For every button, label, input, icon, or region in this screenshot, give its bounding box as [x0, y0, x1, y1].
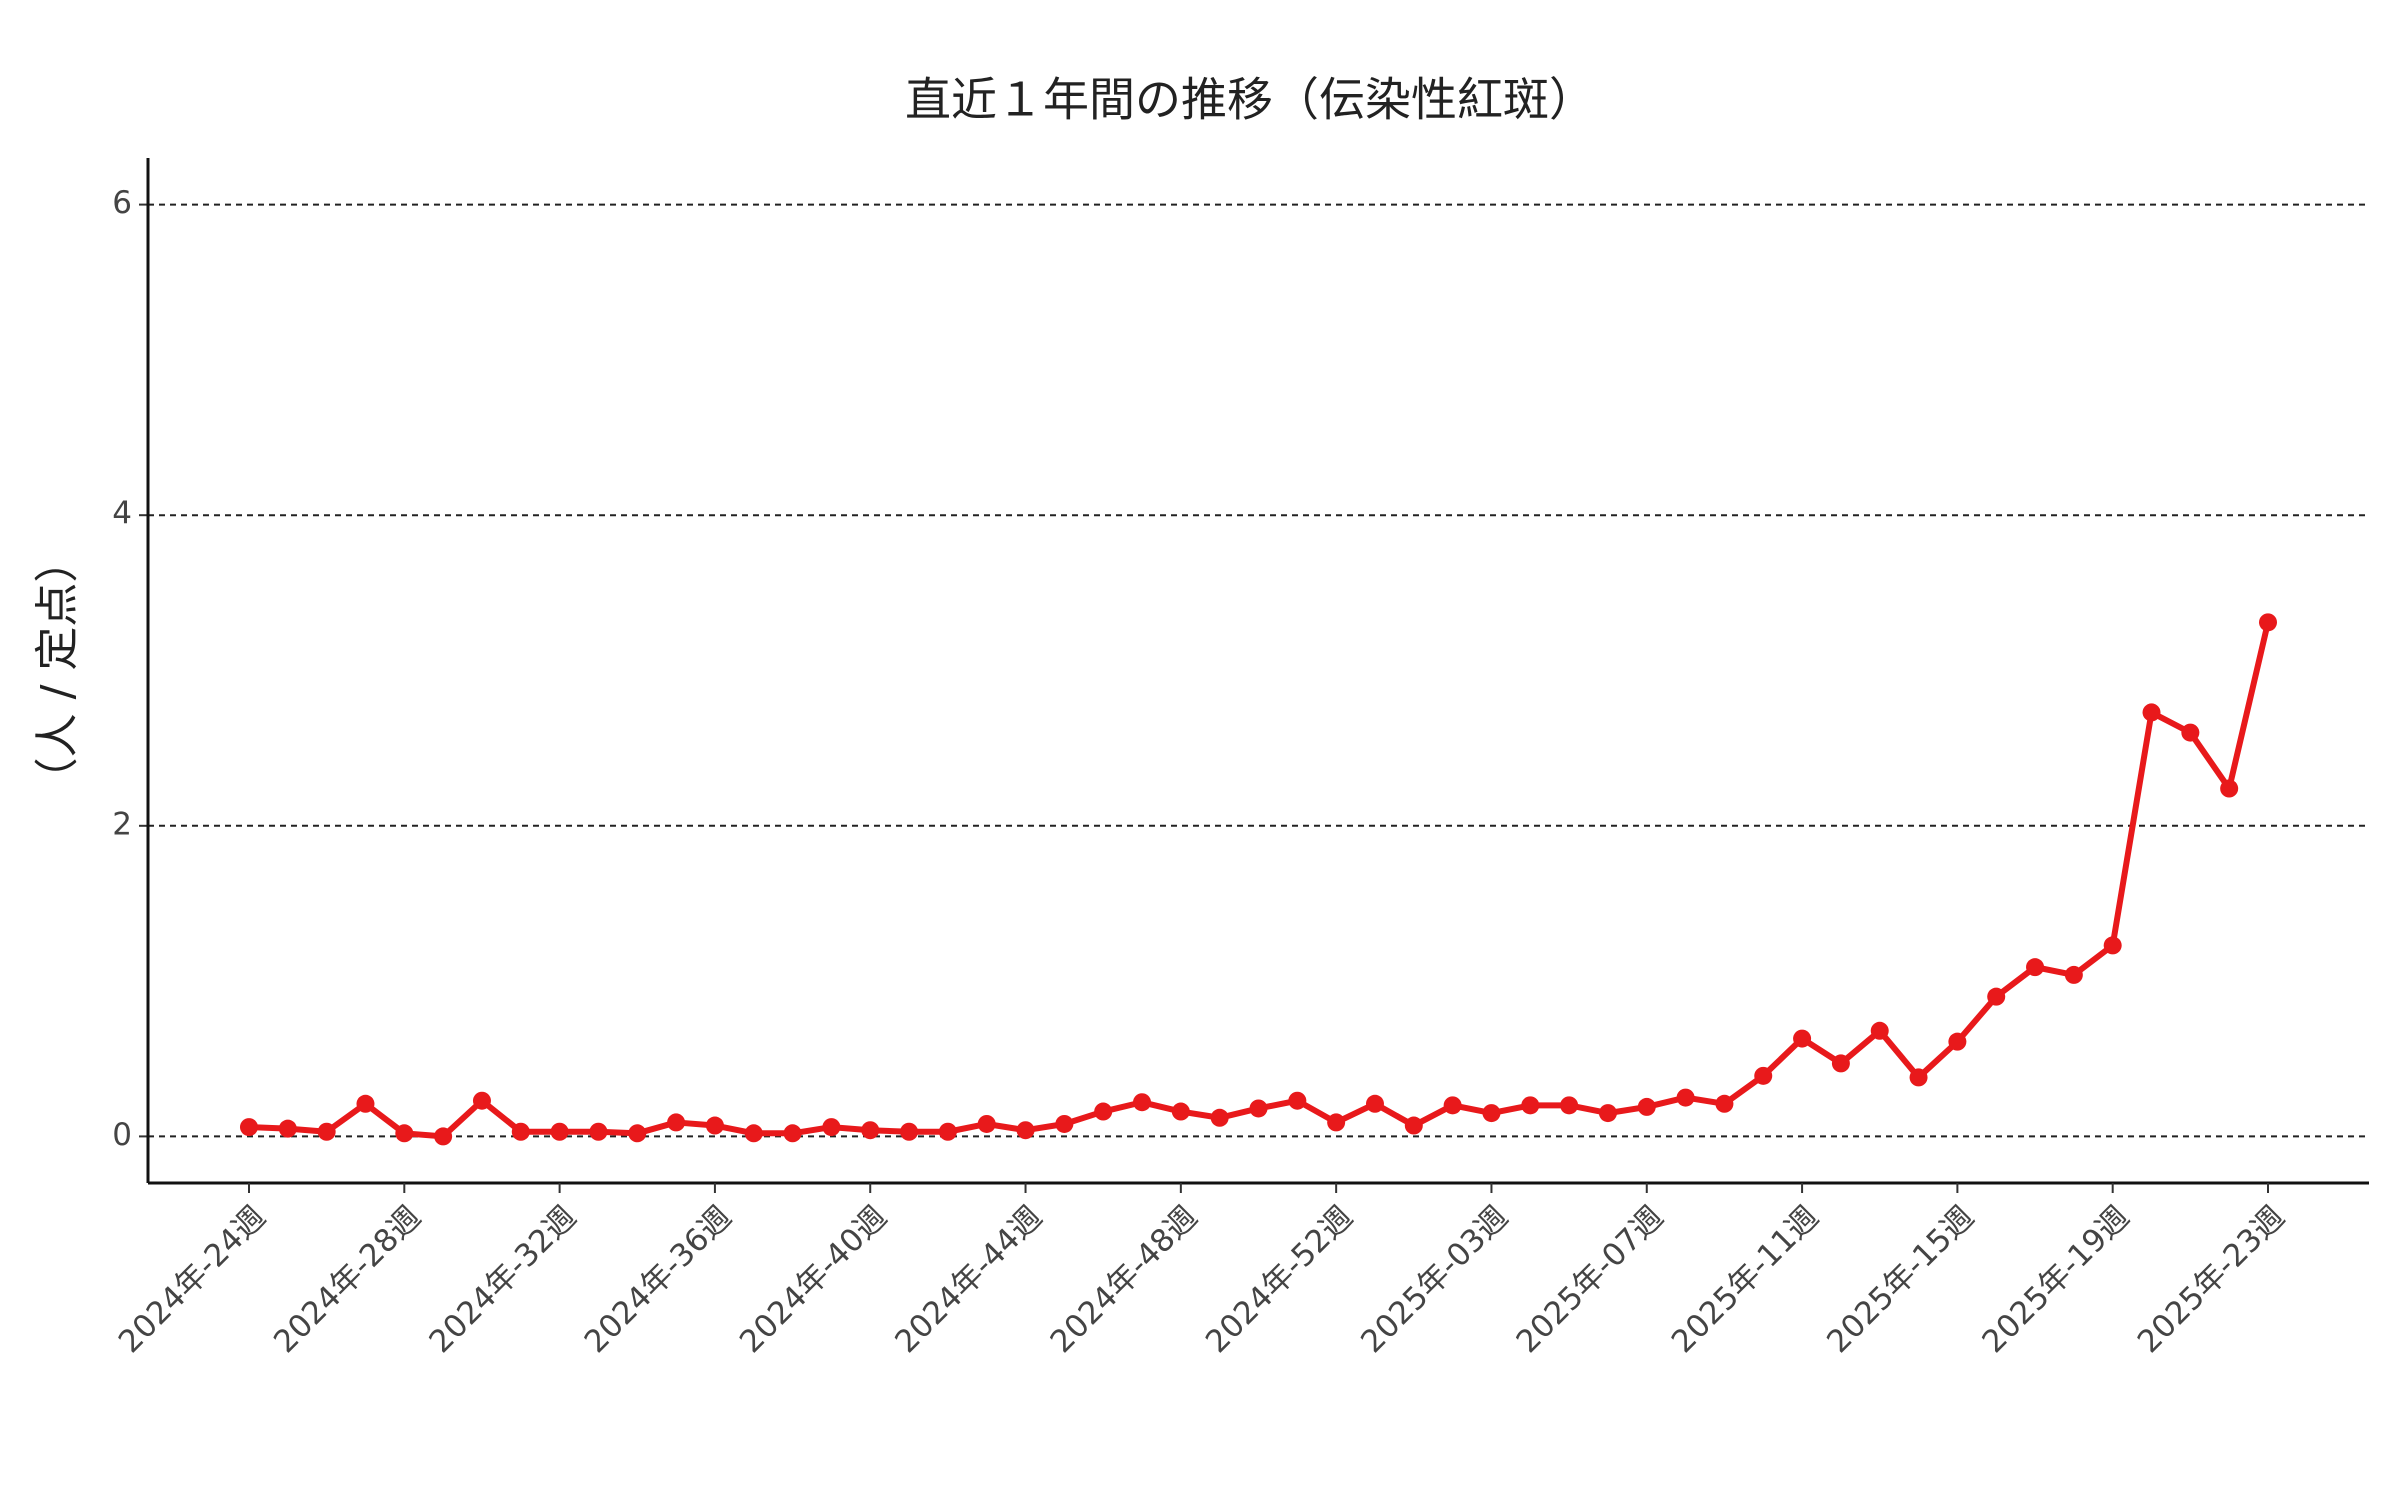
point — [240, 1118, 258, 1137]
point — [1443, 1096, 1462, 1115]
point — [1288, 1091, 1307, 1110]
y-tick-label: 0 — [112, 1117, 132, 1153]
point — [550, 1122, 569, 1141]
x-tick-label: 2025年-03週 — [1354, 1199, 1515, 1360]
point — [1016, 1121, 1035, 1140]
point — [511, 1122, 530, 1141]
point — [395, 1124, 414, 1143]
point — [900, 1122, 919, 1141]
point — [1327, 1113, 1346, 1132]
point — [628, 1124, 647, 1143]
x-tick-label: 2025年-07週 — [1510, 1199, 1671, 1360]
point — [1987, 987, 2006, 1006]
point — [1637, 1097, 1656, 1116]
x-tick-label: 2025年-15週 — [1820, 1199, 1981, 1360]
x-tick-label: 2024年-28週 — [267, 1199, 428, 1360]
point — [589, 1122, 608, 1141]
point — [1482, 1104, 1501, 1123]
y-tick-label: 4 — [112, 496, 132, 532]
point — [861, 1121, 880, 1140]
point — [1055, 1114, 1074, 1133]
point — [705, 1116, 724, 1135]
x-tick-label: 2024年-40週 — [733, 1199, 894, 1360]
x-tick-label: 2024年-48週 — [1044, 1199, 1205, 1360]
point — [1404, 1116, 1423, 1135]
point — [783, 1124, 802, 1143]
point — [278, 1119, 297, 1138]
x-tick-label: 2024年-52週 — [1199, 1199, 1360, 1360]
y-axis-title: （人 / 定点） — [32, 539, 83, 802]
x-tick-label: 2025年-11週 — [1665, 1199, 1826, 1360]
point — [1133, 1093, 1152, 1112]
point — [938, 1122, 957, 1141]
point — [1094, 1102, 1113, 1121]
point — [1171, 1102, 1190, 1121]
point — [2259, 613, 2277, 632]
point — [356, 1094, 375, 1113]
point — [1948, 1032, 1967, 1051]
point — [667, 1113, 686, 1132]
point — [434, 1127, 453, 1146]
point — [1715, 1094, 1734, 1113]
point — [1521, 1096, 1540, 1115]
point — [2103, 936, 2122, 955]
point — [744, 1124, 763, 1143]
point — [1831, 1054, 1850, 1073]
y-tick-label: 2 — [112, 806, 132, 842]
point — [822, 1118, 841, 1137]
point — [1210, 1108, 1229, 1127]
x-tick-label: 2025年-23週 — [2131, 1199, 2292, 1360]
chart-title: 直近１年間の推移（伝染性紅斑） — [905, 73, 1595, 127]
point — [1365, 1094, 1384, 1113]
point — [1676, 1088, 1695, 1107]
point — [977, 1114, 996, 1133]
point — [2142, 703, 2161, 722]
point — [1909, 1068, 1928, 1087]
point — [2181, 723, 2200, 742]
point — [1870, 1021, 1889, 1040]
x-tick-label: 2025年-19週 — [1975, 1199, 2136, 1360]
point — [2026, 958, 2045, 977]
point — [1249, 1099, 1268, 1118]
x-tick-label: 2024年-44週 — [888, 1199, 1049, 1360]
point — [2064, 965, 2083, 984]
line — [248, 621, 2271, 1140]
point — [472, 1091, 491, 1110]
y-tick-label: 6 — [112, 185, 132, 221]
x-tick-label: 2024年-24週 — [112, 1199, 273, 1360]
point — [1598, 1104, 1617, 1123]
point — [2220, 779, 2239, 798]
point — [1793, 1029, 1812, 1048]
x-tick-label: 2024年-36週 — [578, 1199, 739, 1360]
point — [1560, 1096, 1579, 1115]
point — [1754, 1066, 1773, 1085]
x-tick-label: 2024年-32週 — [422, 1199, 583, 1360]
point — [317, 1122, 336, 1141]
